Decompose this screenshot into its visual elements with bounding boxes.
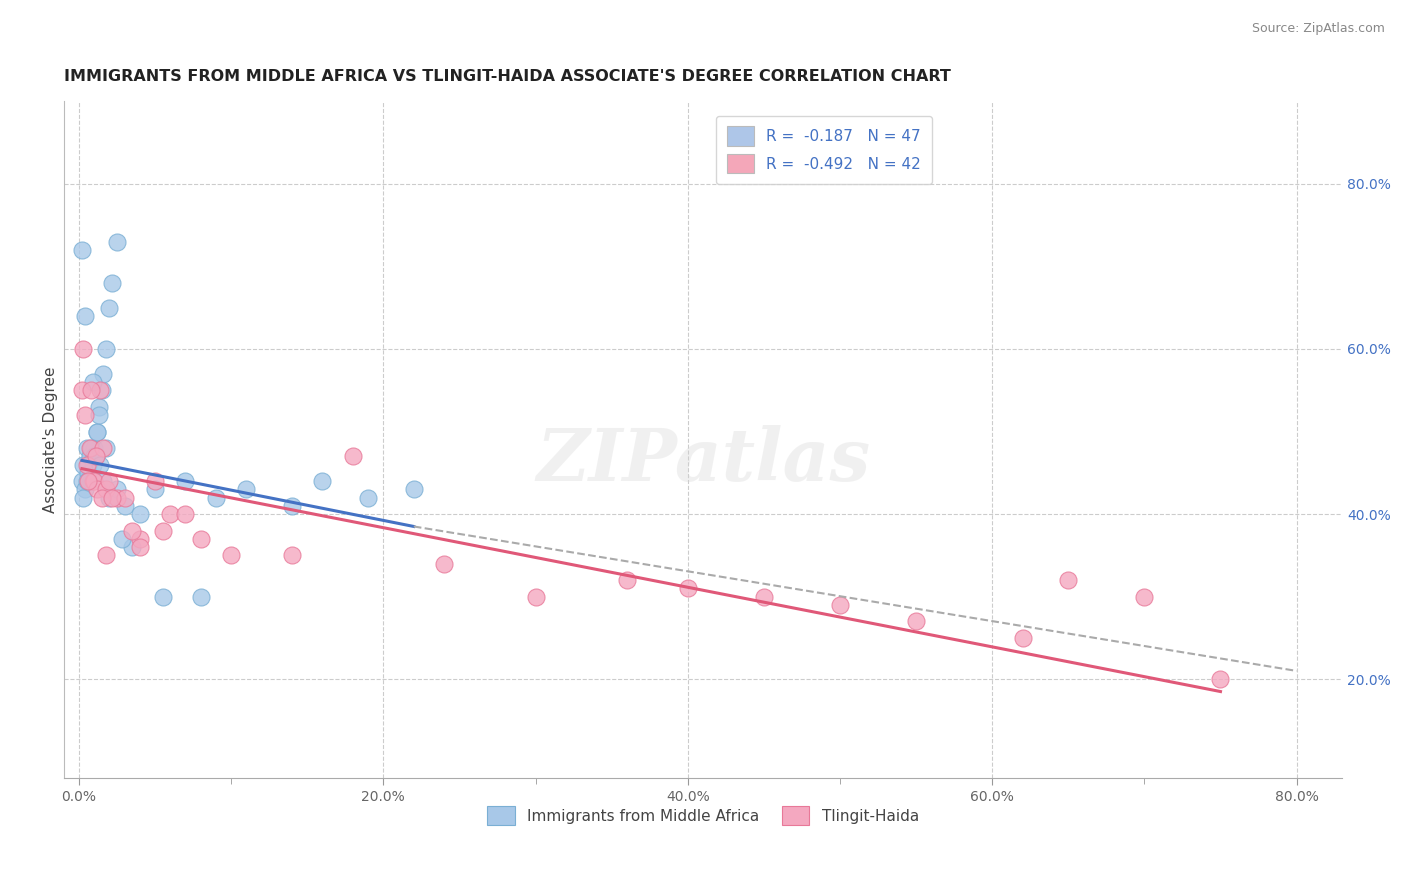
Point xyxy=(114,499,136,513)
Point xyxy=(82,458,104,472)
Point xyxy=(96,342,118,356)
Point xyxy=(70,384,93,398)
Point xyxy=(83,441,105,455)
Point xyxy=(90,491,112,505)
Point xyxy=(83,474,105,488)
Point xyxy=(89,384,111,398)
Point xyxy=(1011,631,1033,645)
Point xyxy=(80,474,103,488)
Text: Source: ZipAtlas.com: Source: ZipAtlas.com xyxy=(1251,22,1385,36)
Point xyxy=(128,507,150,521)
Point xyxy=(114,491,136,505)
Point xyxy=(76,441,98,455)
Point xyxy=(281,499,304,513)
Point xyxy=(342,450,364,464)
Point xyxy=(311,474,333,488)
Point xyxy=(1133,590,1156,604)
Point xyxy=(87,408,110,422)
Point xyxy=(96,483,118,497)
Point xyxy=(143,474,166,488)
Point xyxy=(281,549,304,563)
Point xyxy=(83,450,105,464)
Point xyxy=(84,450,107,464)
Point xyxy=(91,441,114,455)
Point xyxy=(77,474,100,488)
Point xyxy=(87,400,110,414)
Point xyxy=(86,425,108,439)
Point xyxy=(72,342,94,356)
Point xyxy=(91,474,114,488)
Point xyxy=(524,590,547,604)
Point xyxy=(80,441,103,455)
Point xyxy=(128,532,150,546)
Point xyxy=(190,590,212,604)
Point xyxy=(174,507,197,521)
Point xyxy=(73,408,96,422)
Point xyxy=(101,276,124,290)
Point xyxy=(70,474,93,488)
Point xyxy=(80,384,103,398)
Point xyxy=(101,491,124,505)
Point xyxy=(96,441,118,455)
Point xyxy=(105,491,128,505)
Point xyxy=(105,235,128,249)
Text: IMMIGRANTS FROM MIDDLE AFRICA VS TLINGIT-HAIDA ASSOCIATE'S DEGREE CORRELATION CH: IMMIGRANTS FROM MIDDLE AFRICA VS TLINGIT… xyxy=(63,69,950,84)
Point xyxy=(121,540,143,554)
Point xyxy=(828,598,851,612)
Text: ZIPatlas: ZIPatlas xyxy=(536,425,870,496)
Point xyxy=(616,573,638,587)
Point xyxy=(91,367,114,381)
Point xyxy=(1209,672,1232,686)
Point xyxy=(752,590,775,604)
Point xyxy=(98,491,121,505)
Point xyxy=(96,549,118,563)
Point xyxy=(90,384,112,398)
Point xyxy=(72,458,94,472)
Point xyxy=(1057,573,1080,587)
Point xyxy=(357,491,380,505)
Point xyxy=(70,243,93,257)
Point xyxy=(98,474,121,488)
Point xyxy=(433,557,456,571)
Point xyxy=(98,301,121,315)
Point xyxy=(86,483,108,497)
Point xyxy=(79,450,101,464)
Point xyxy=(128,540,150,554)
Point xyxy=(73,309,96,323)
Point xyxy=(174,474,197,488)
Point xyxy=(235,483,257,497)
Point xyxy=(190,532,212,546)
Point xyxy=(905,615,928,629)
Point xyxy=(77,466,100,480)
Point xyxy=(152,524,174,538)
Point xyxy=(110,532,132,546)
Point xyxy=(76,474,98,488)
Point xyxy=(143,483,166,497)
Point xyxy=(219,549,242,563)
Point xyxy=(105,483,128,497)
Point xyxy=(159,507,181,521)
Point xyxy=(72,491,94,505)
Point xyxy=(77,458,100,472)
Point xyxy=(676,582,699,596)
Point xyxy=(205,491,228,505)
Point xyxy=(121,524,143,538)
Point xyxy=(76,458,98,472)
Point xyxy=(82,474,104,488)
Point xyxy=(73,483,96,497)
Point xyxy=(89,458,111,472)
Point xyxy=(402,483,425,497)
Point xyxy=(86,425,108,439)
Point xyxy=(79,441,101,455)
Point xyxy=(152,590,174,604)
Legend: Immigrants from Middle Africa, Tlingit-Haida: Immigrants from Middle Africa, Tlingit-H… xyxy=(481,799,925,831)
Point xyxy=(84,450,107,464)
Y-axis label: Associate's Degree: Associate's Degree xyxy=(44,367,58,513)
Point xyxy=(82,375,104,389)
